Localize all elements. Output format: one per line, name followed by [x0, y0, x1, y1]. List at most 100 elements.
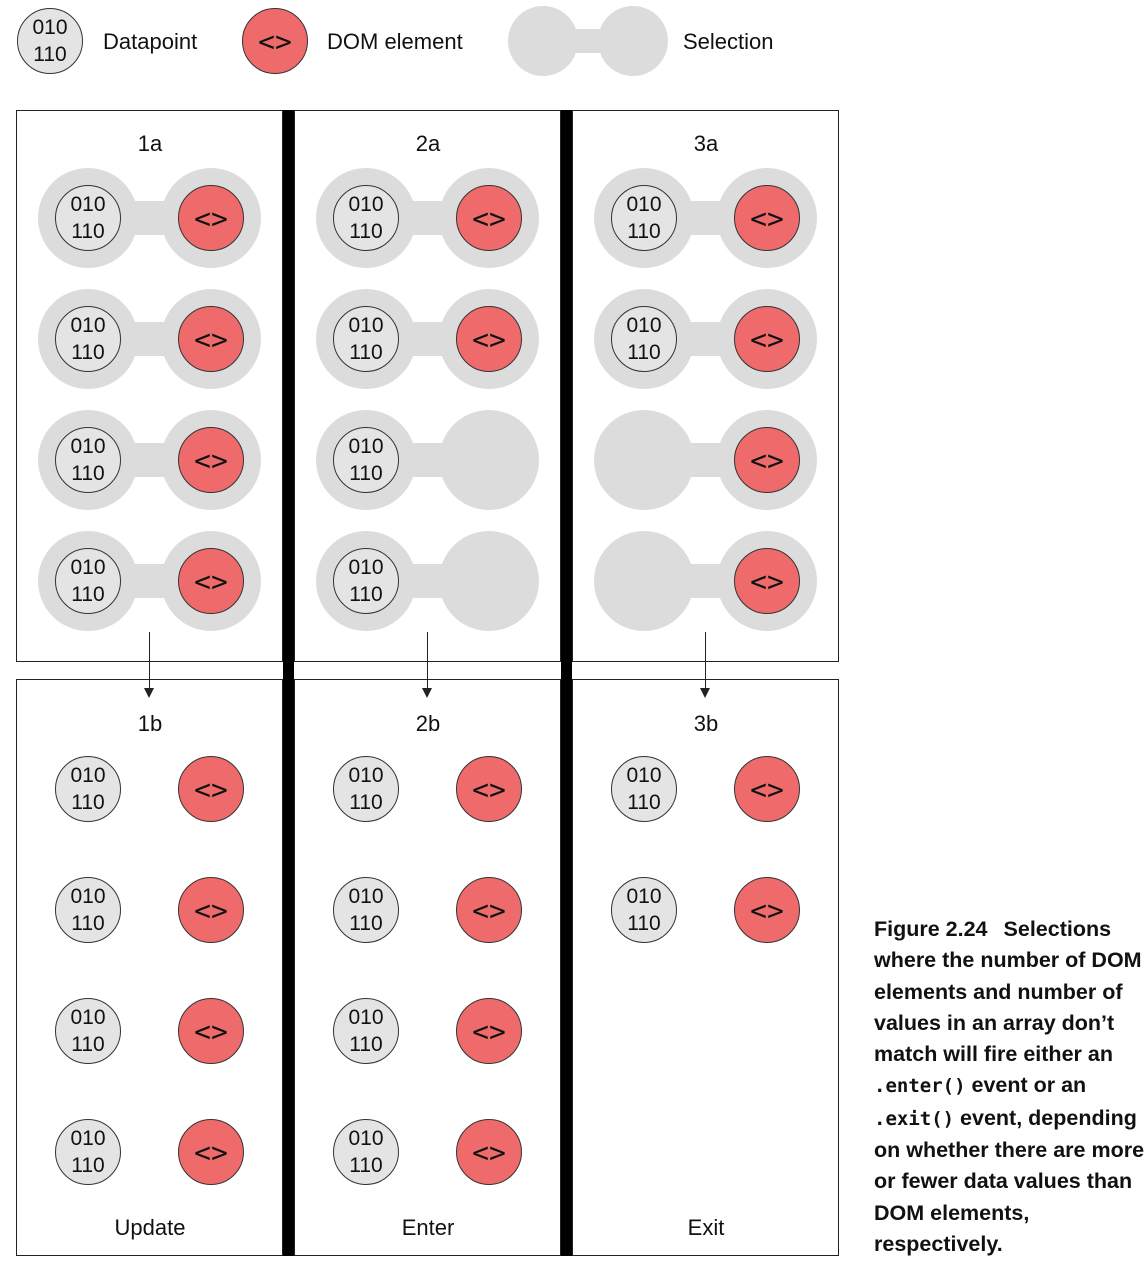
panel-2a-row-2-datapoint: 010 110	[333, 306, 399, 372]
datapoint-text-line2: 110	[71, 220, 105, 243]
datapoint-text-line1: 010	[32, 16, 68, 39]
arrow-head-2	[422, 688, 432, 698]
datapoint-text-line1: 010	[348, 764, 384, 787]
datapoint-text-line2: 110	[627, 220, 661, 243]
panel-2a-row-3-selection-right-halo	[439, 410, 539, 510]
datapoint-text-line1: 010	[70, 314, 106, 337]
arrow-1a-to-1b	[148, 632, 150, 688]
datapoint-text-line1: 010	[70, 885, 106, 908]
panel-1b-row-3-dom-element: <>	[178, 998, 244, 1064]
panel-title-1b: 1b	[137, 711, 163, 736]
datapoint-text-line1: 010	[348, 556, 384, 579]
panel-label-enter: Enter	[401, 1215, 455, 1240]
panel-3b	[572, 679, 839, 1256]
legend-datapoint-node: 010 110	[17, 8, 83, 74]
datapoint-text-line2: 110	[33, 43, 67, 66]
panel-2a-row-3-datapoint: 010 110	[333, 427, 399, 493]
datapoint-text-line1: 010	[70, 556, 106, 579]
datapoint-text-line1: 010	[70, 764, 106, 787]
panel-1a-row-3-dom-element: <>	[178, 427, 244, 493]
panel-3a-row-1-datapoint: 010 110	[611, 185, 677, 251]
caption-code-enter: .enter()	[874, 1075, 966, 1098]
panel-title-2a: 2a	[415, 131, 441, 156]
panel-1b-row-3-datapoint: 010 110	[55, 998, 121, 1064]
datapoint-text-line1: 010	[70, 1006, 106, 1029]
panel-2b	[294, 679, 561, 1256]
dom-symbol: <>	[194, 322, 228, 356]
panel-1a-row-1-datapoint: 010 110	[55, 185, 121, 251]
datapoint-text-line1: 010	[348, 1006, 384, 1029]
dom-symbol: <>	[258, 24, 292, 58]
panel-2a-row-4-datapoint: 010 110	[333, 548, 399, 614]
legend-selection-shape	[508, 6, 668, 76]
panel-3a-row-4-selection-left-halo	[594, 531, 694, 631]
datapoint-text-line2: 110	[627, 341, 661, 364]
datapoint-text-line2: 110	[349, 341, 383, 364]
legend-dom-node: <>	[242, 8, 308, 74]
panel-1a-row-2-dom-element: <>	[178, 306, 244, 372]
panel-1b-row-4-dom-element: <>	[178, 1119, 244, 1185]
panel-2b-row-3-dom-element: <>	[456, 998, 522, 1064]
datapoint-text-line1: 010	[626, 193, 662, 216]
datapoint-text-line1: 010	[70, 435, 106, 458]
dom-symbol: <>	[472, 1135, 506, 1169]
panel-3a-row-1-dom-element: <>	[734, 185, 800, 251]
dom-symbol: <>	[194, 1135, 228, 1169]
caption-text-1: Selections where the number of DOM eleme…	[874, 917, 1142, 1067]
figure-caption: Figure 2.24 Selections where the number o…	[874, 914, 1148, 1260]
panel-1b-row-4-datapoint: 010 110	[55, 1119, 121, 1185]
dom-symbol: <>	[194, 443, 228, 477]
datapoint-text-line1: 010	[626, 314, 662, 337]
datapoint-text-line1: 010	[626, 885, 662, 908]
arrow-head-1	[144, 688, 154, 698]
datapoint-text-line2: 110	[71, 341, 105, 364]
dom-symbol: <>	[750, 564, 784, 598]
datapoint-text-line2: 110	[349, 583, 383, 606]
arrow-3a-to-3b	[704, 632, 706, 688]
datapoint-text-line1: 010	[348, 193, 384, 216]
dom-symbol: <>	[194, 772, 228, 806]
datapoint-text-line2: 110	[627, 912, 661, 935]
dom-symbol: <>	[194, 1014, 228, 1048]
panel-2b-row-2-dom-element: <>	[456, 877, 522, 943]
panel-3b-row-1-datapoint: 010 110	[611, 756, 677, 822]
panel-title-2b: 2b	[415, 711, 441, 736]
datapoint-text-line2: 110	[71, 462, 105, 485]
panel-3a-row-4-dom-element: <>	[734, 548, 800, 614]
dom-symbol: <>	[472, 893, 506, 927]
datapoint-text-line2: 110	[71, 1033, 105, 1056]
panel-2b-row-1-datapoint: 010 110	[333, 756, 399, 822]
datapoint-text-line1: 010	[70, 193, 106, 216]
panel-3a-row-2-datapoint: 010 110	[611, 306, 677, 372]
datapoint-text-line2: 110	[627, 791, 661, 814]
datapoint-text-line1: 010	[348, 885, 384, 908]
legend-selection-label: Selection	[683, 29, 774, 54]
datapoint-text-line2: 110	[349, 220, 383, 243]
dom-symbol: <>	[194, 564, 228, 598]
panel-1b-row-1-datapoint: 010 110	[55, 756, 121, 822]
panel-title-3b: 3b	[693, 711, 719, 736]
datapoint-text-line2: 110	[71, 583, 105, 606]
panel-1b-row-2-dom-element: <>	[178, 877, 244, 943]
panel-2b-row-1-dom-element: <>	[456, 756, 522, 822]
panel-2a-row-1-datapoint: 010 110	[333, 185, 399, 251]
panel-label-update: Update	[114, 1215, 186, 1240]
column-divider-1	[283, 110, 294, 1256]
panel-2a-row-1-dom-element: <>	[456, 185, 522, 251]
panel-3b-row-2-dom-element: <>	[734, 877, 800, 943]
column-divider-2	[561, 110, 572, 1256]
panel-3a-row-2-dom-element: <>	[734, 306, 800, 372]
panel-1b-row-2-datapoint: 010 110	[55, 877, 121, 943]
dom-symbol: <>	[750, 772, 784, 806]
panel-2b-row-4-datapoint: 010 110	[333, 1119, 399, 1185]
dom-symbol: <>	[472, 322, 506, 356]
legend-datapoint-label: Datapoint	[103, 29, 198, 54]
datapoint-text-line2: 110	[71, 791, 105, 814]
panel-3a-row-3-dom-element: <>	[734, 427, 800, 493]
datapoint-text-line2: 110	[71, 912, 105, 935]
caption-text-3: event, depending on whether there are mo…	[874, 1105, 1145, 1256]
panel-3b-row-1-dom-element: <>	[734, 756, 800, 822]
panel-2b-row-4-dom-element: <>	[456, 1119, 522, 1185]
dom-symbol: <>	[750, 201, 784, 235]
panel-2b-row-2-datapoint: 010 110	[333, 877, 399, 943]
